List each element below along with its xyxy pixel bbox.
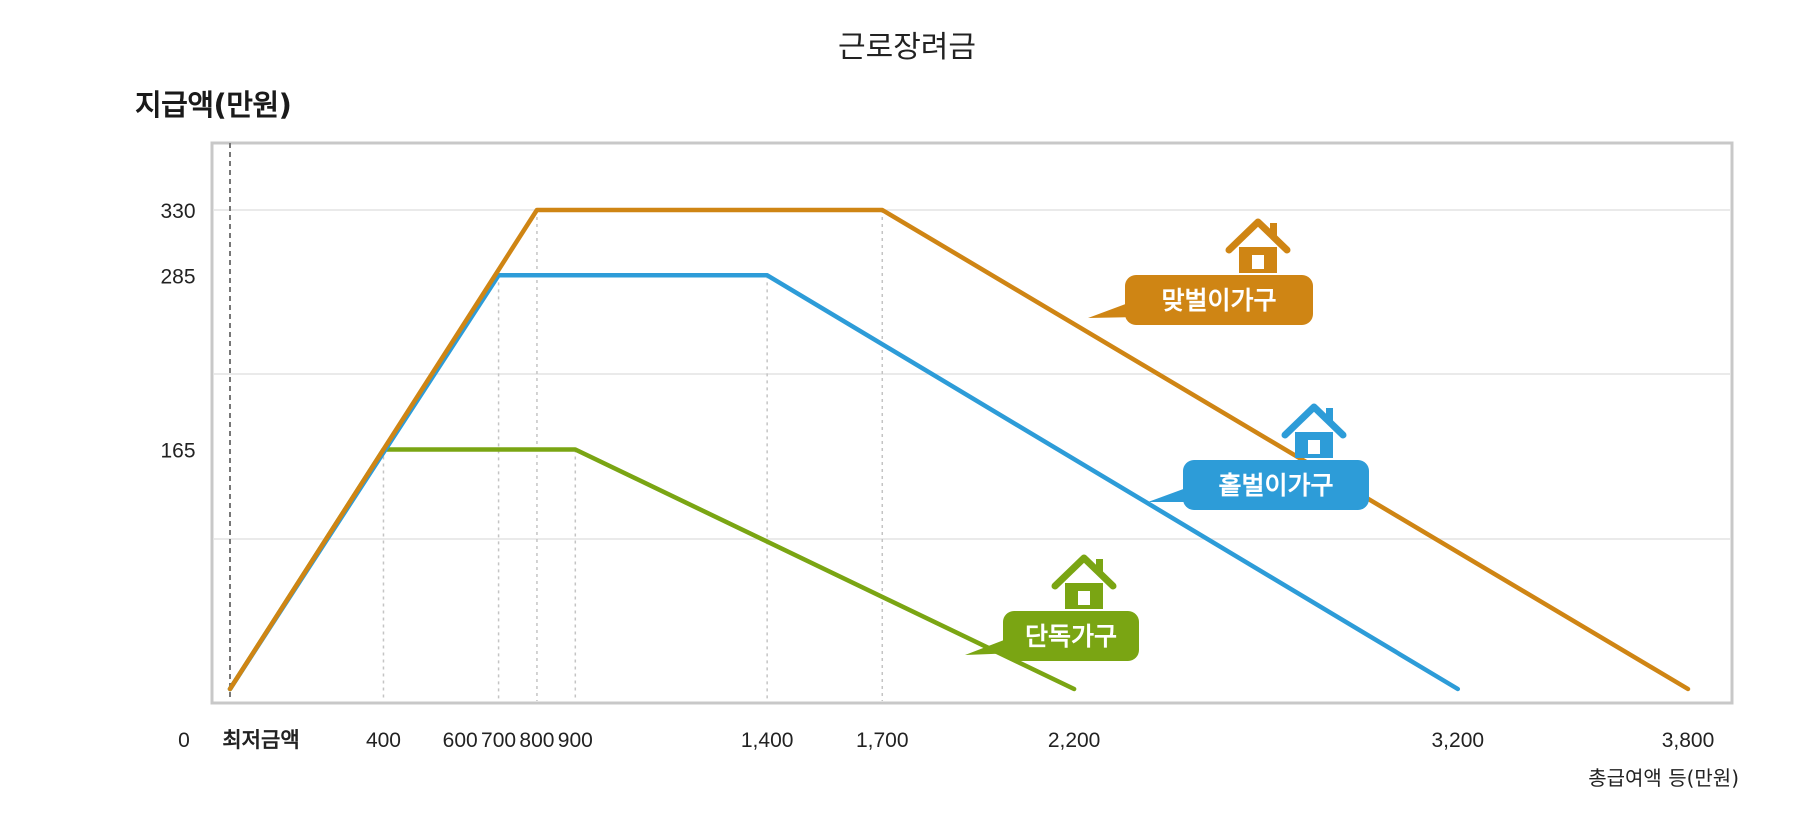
plot-frame [210,141,1734,705]
legend-label-1: 홑벌이가구 [1218,472,1333,500]
y-tick-label-1: 285 [160,265,195,288]
legend-box-2 [1125,275,1313,325]
x-tick-label-4: 900 [558,729,593,752]
y-tick-label-2: 330 [160,200,195,223]
series-group [227,207,1691,692]
house-icon-roof-2 [1225,218,1291,254]
house-icon-chimney-1 [1326,408,1333,423]
legend-label-2: 맞벌이가구 [1161,287,1276,315]
legend-box-0 [1003,611,1139,661]
legend-item-1: 홑벌이가구 [1148,403,1369,510]
series-line-2 [227,207,1691,692]
grid-lines [214,209,1730,540]
x-tick-label-6: 1,700 [856,729,909,752]
house-icon-roof-0 [1051,554,1117,590]
y-tick-label-0: 165 [160,440,195,463]
guide-lines [229,143,884,701]
house-icon-window-2 [1252,255,1264,269]
legend-item-2: 맞벌이가구 [1088,218,1313,325]
house-icon-window-1 [1308,440,1320,454]
x-tick-label-7: 2,200 [1048,729,1101,752]
x-tick-label-3: 800 [519,729,554,752]
x-tick-label-2: 700 [481,729,516,752]
house-icon-window-0 [1078,591,1090,605]
legend-box-1 [1183,460,1369,510]
origin-min-label: 최저금액 [222,729,299,752]
y-axis-label: 지급액(만원) [135,88,292,122]
legend-group: 단독가구 홑벌이가구 맞벌이가구 [965,218,1369,661]
chart-title: 근로장려금 [838,30,976,65]
house-icon-chimney-2 [1270,223,1277,238]
x-tick-label-8: 3,200 [1432,729,1485,752]
tick-labels: 165 285 330 0 최저금액 400 600 700 800 900 1,400 1,700 2… [160,200,1714,752]
x-axis-label: 총급여액 등(만원) [1588,766,1739,790]
x-tick-label-5: 1,400 [741,729,794,752]
x-tick-label-1: 600 [443,729,478,752]
house-icon-chimney-0 [1096,559,1103,574]
house-icon-roof-1 [1281,403,1347,439]
legend-item-0: 단독가구 [965,554,1139,661]
x-tick-label-0: 400 [366,729,401,752]
x-tick-label-9: 3,800 [1662,729,1715,752]
legend-label-0: 단독가구 [1025,623,1117,651]
origin-zero-label: 0 [178,729,190,752]
